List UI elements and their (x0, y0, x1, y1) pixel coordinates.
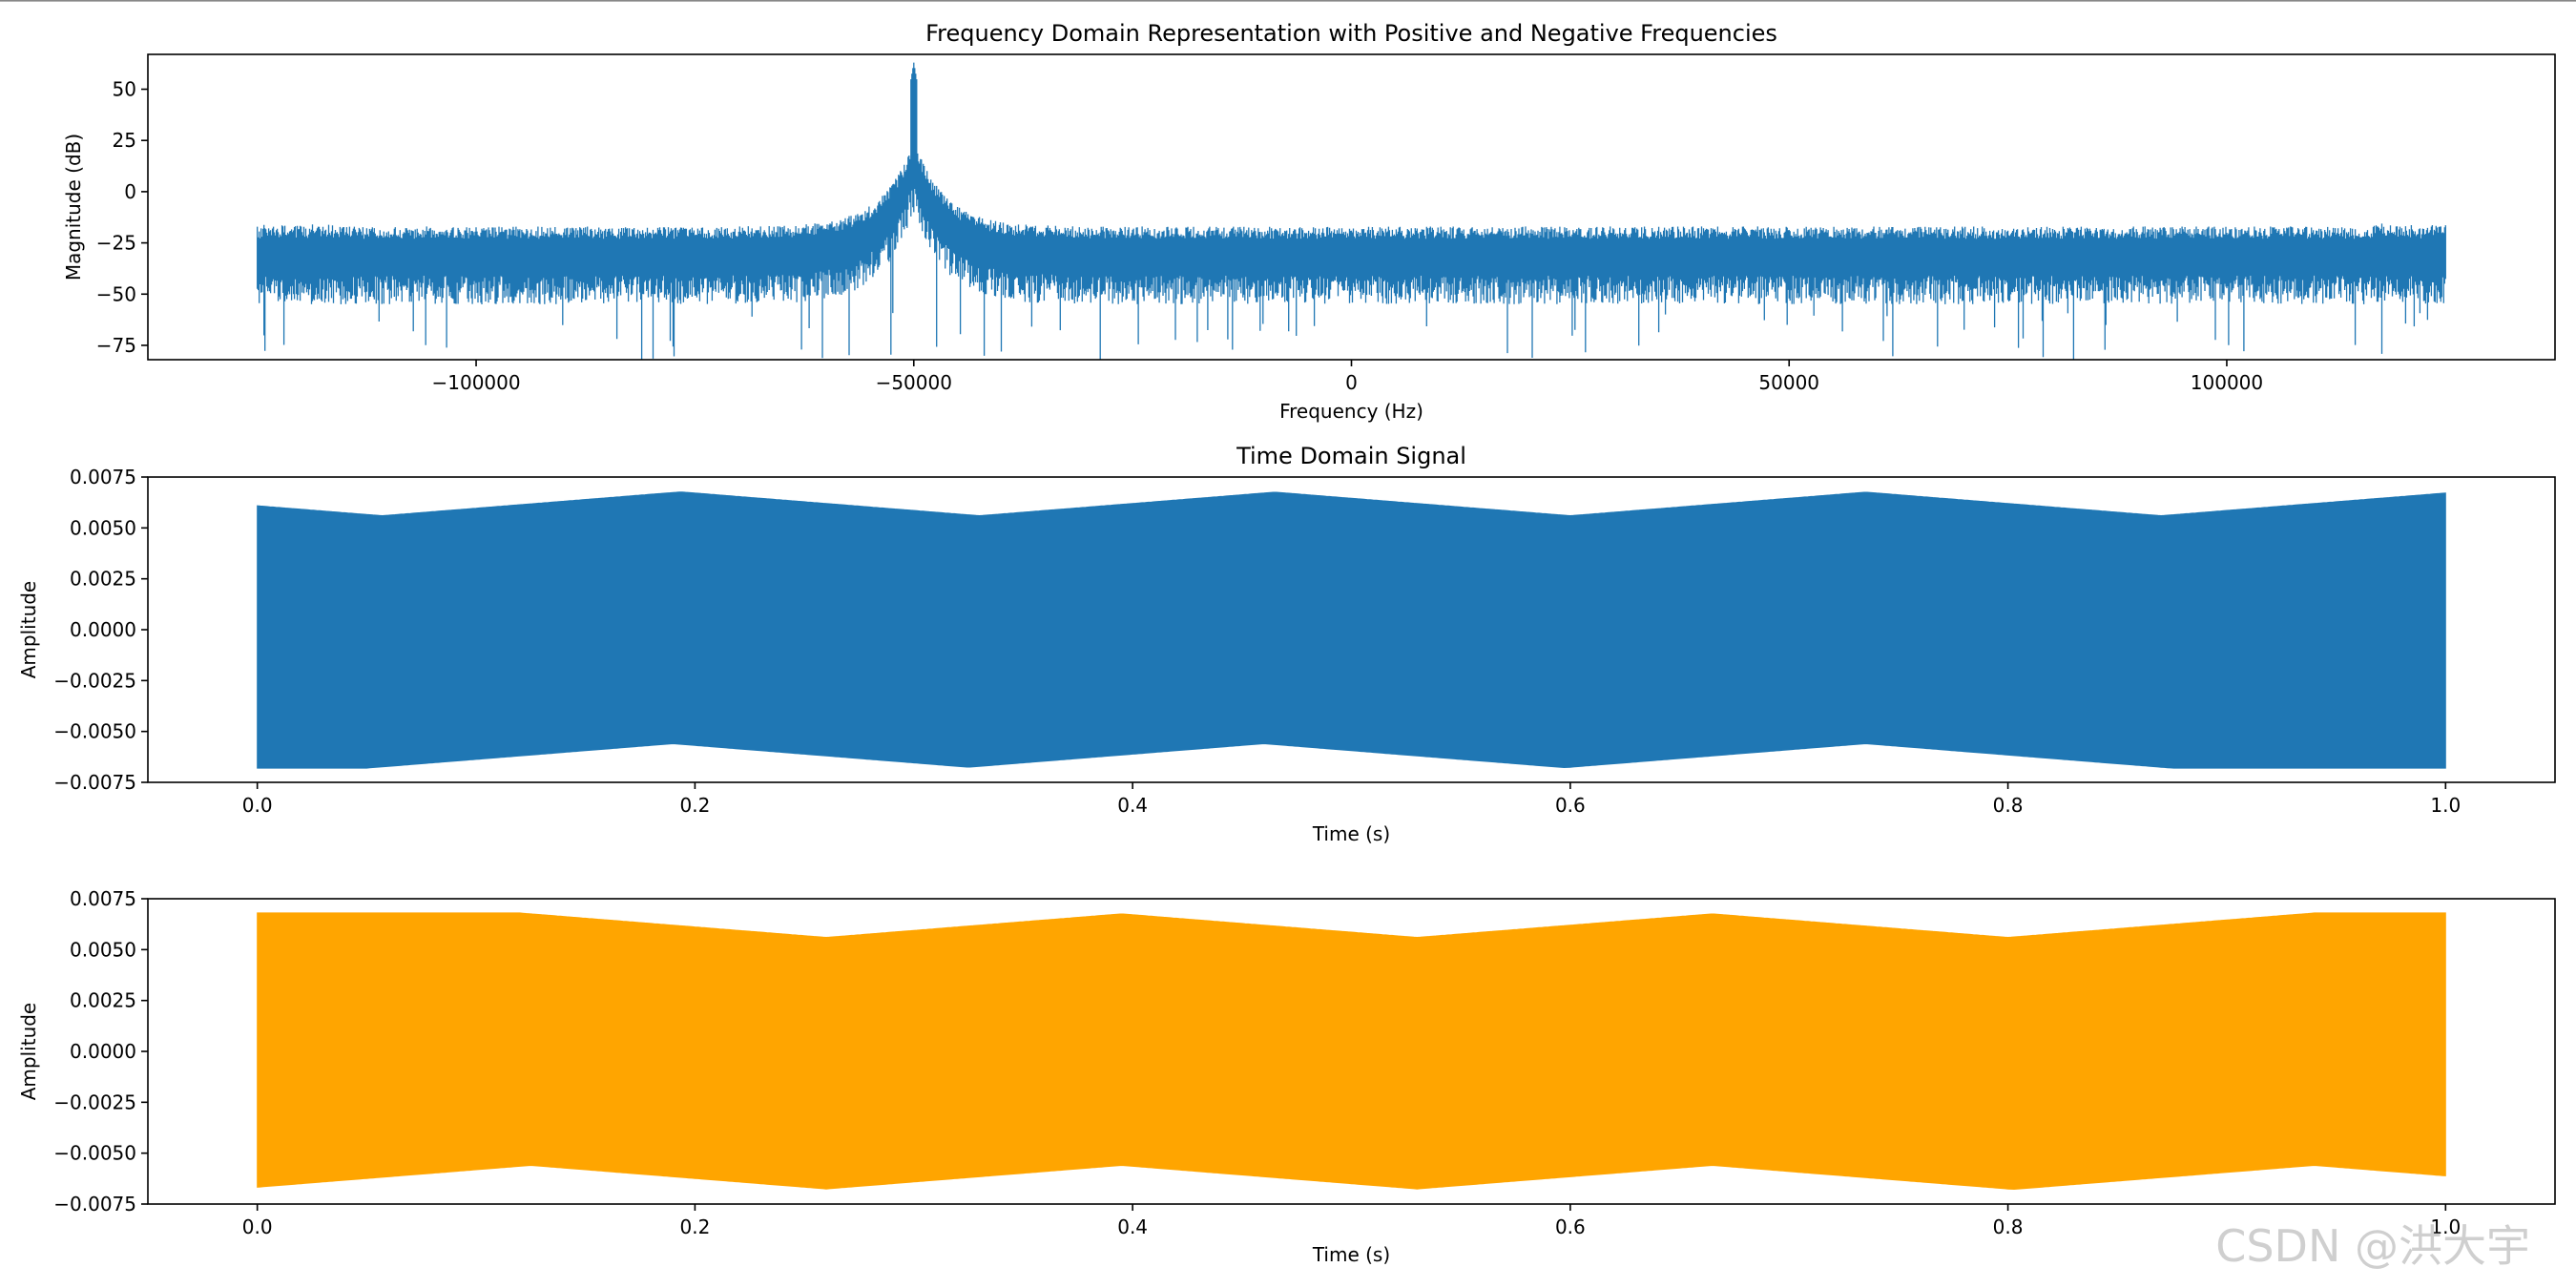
time-signal-1-x-axis-label: Time (s) (1312, 822, 1390, 845)
spectrum-line (257, 62, 2446, 360)
x-tick-label: −50000 (876, 371, 952, 394)
watermark: CSDN @洪大宇 (2215, 1220, 2530, 1272)
x-tick-label: 0.4 (1117, 794, 1148, 817)
x-tick-label: 0.4 (1117, 1215, 1148, 1238)
spectrum-panel: −100000 −50000 0 50000 100000 50 25 0 −25 −50 −75 F… (62, 20, 2556, 423)
x-tick-label: 0.0 (242, 794, 273, 817)
y-tick-label: −75 (96, 334, 136, 357)
y-tick-label: 25 (113, 129, 136, 152)
y-tick-label: 0.0025 (70, 568, 136, 591)
y-tick-label: 0.0050 (70, 938, 136, 961)
time-signal-2-y-axis-label: Amplitude (17, 1003, 40, 1101)
x-tick-label: 0 (1345, 371, 1358, 394)
y-tick-label: 0.0025 (70, 989, 136, 1012)
time-signal-1-title: Time Domain Signal (1236, 443, 1466, 469)
spectrum-x-axis-label: Frequency (Hz) (1279, 400, 1423, 423)
y-tick-label: −0.0075 (53, 771, 136, 794)
y-tick-label: −0.0025 (53, 669, 136, 692)
x-tick-label: 0.2 (680, 1215, 711, 1238)
y-tick-label: −0.0025 (53, 1091, 136, 1113)
y-tick-label: 0.0000 (70, 1040, 136, 1063)
spectrum-y-axis-label: Magnitude (dB) (62, 134, 85, 280)
y-tick-label: 0.0075 (70, 887, 136, 910)
y-tick-label: −0.0075 (53, 1193, 136, 1215)
time-signal-1-y-axis-label: Amplitude (17, 581, 40, 679)
time-signal-2-x-axis-label: Time (s) (1312, 1243, 1390, 1266)
time-signal-1-fill (257, 491, 2446, 769)
y-tick-label: −0.0050 (53, 1142, 136, 1165)
x-tick-label: 50000 (1758, 371, 1819, 394)
x-tick-label: 1.0 (2430, 794, 2461, 817)
x-tick-label: 1.0 (2430, 1215, 2461, 1238)
x-tick-label: 0.2 (680, 794, 711, 817)
time-signal-1-panel: 0.0 0.2 0.4 0.6 0.8 1.0 0.0075 0.0050 0.0025 0.00… (17, 443, 2556, 845)
x-tick-label: −100000 (431, 371, 520, 394)
x-tick-label: 0.8 (1993, 794, 2024, 817)
x-tick-label: 0.8 (1993, 1215, 2024, 1238)
y-tick-label: 0.0075 (70, 466, 136, 488)
y-tick-label: −25 (96, 232, 136, 255)
y-tick-label: 50 (113, 78, 136, 101)
y-tick-label: 0.0000 (70, 618, 136, 641)
spectrum-title: Frequency Domain Representation with Pos… (925, 20, 1777, 47)
y-tick-label: −50 (96, 282, 136, 305)
x-tick-label: 0.6 (1555, 1215, 1586, 1238)
y-tick-label: 0 (124, 180, 136, 203)
y-tick-label: 0.0050 (70, 516, 136, 539)
x-tick-label: 0.0 (242, 1215, 273, 1238)
x-tick-label: 100000 (2191, 371, 2263, 394)
x-tick-label: 0.6 (1555, 794, 1586, 817)
y-tick-label: −0.0050 (53, 720, 136, 743)
time-signal-2-fill (257, 912, 2446, 1191)
time-signal-2-panel: 0.0 0.2 0.4 0.6 0.8 1.0 0.0075 0.0050 0.0025 0.00… (17, 887, 2556, 1266)
